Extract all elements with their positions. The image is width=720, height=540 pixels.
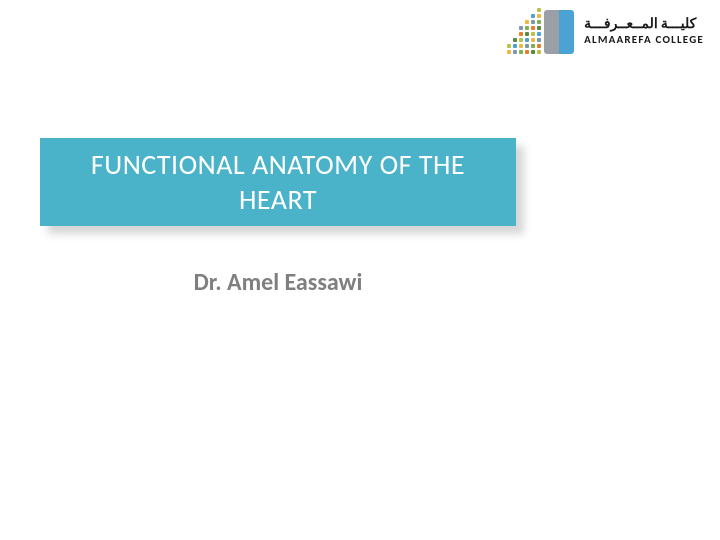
logo-english: ALMAAREFA COLLEGE: [584, 34, 704, 46]
logo-arabic: كليـــة المــعــرفـــة: [584, 16, 696, 31]
title-bar: FUNCTIONAL ANATOMY OF THE HEART: [40, 138, 516, 226]
logo-text: كليـــة المــعــرفـــة ALMAAREFA COLLEGE: [584, 16, 704, 45]
college-logo: كليـــة المــعــرفـــة ALMAAREFA COLLEGE: [507, 8, 704, 54]
logo-dot-grid: [507, 8, 541, 54]
title-container: FUNCTIONAL ANATOMY OF THE HEART: [40, 138, 516, 226]
slide-subtitle: Dr. Amel Eassawi: [40, 268, 516, 297]
logo-graphic: [507, 8, 574, 54]
slide-title: FUNCTIONAL ANATOMY OF THE HEART: [60, 147, 496, 217]
book-icon: [544, 10, 574, 54]
